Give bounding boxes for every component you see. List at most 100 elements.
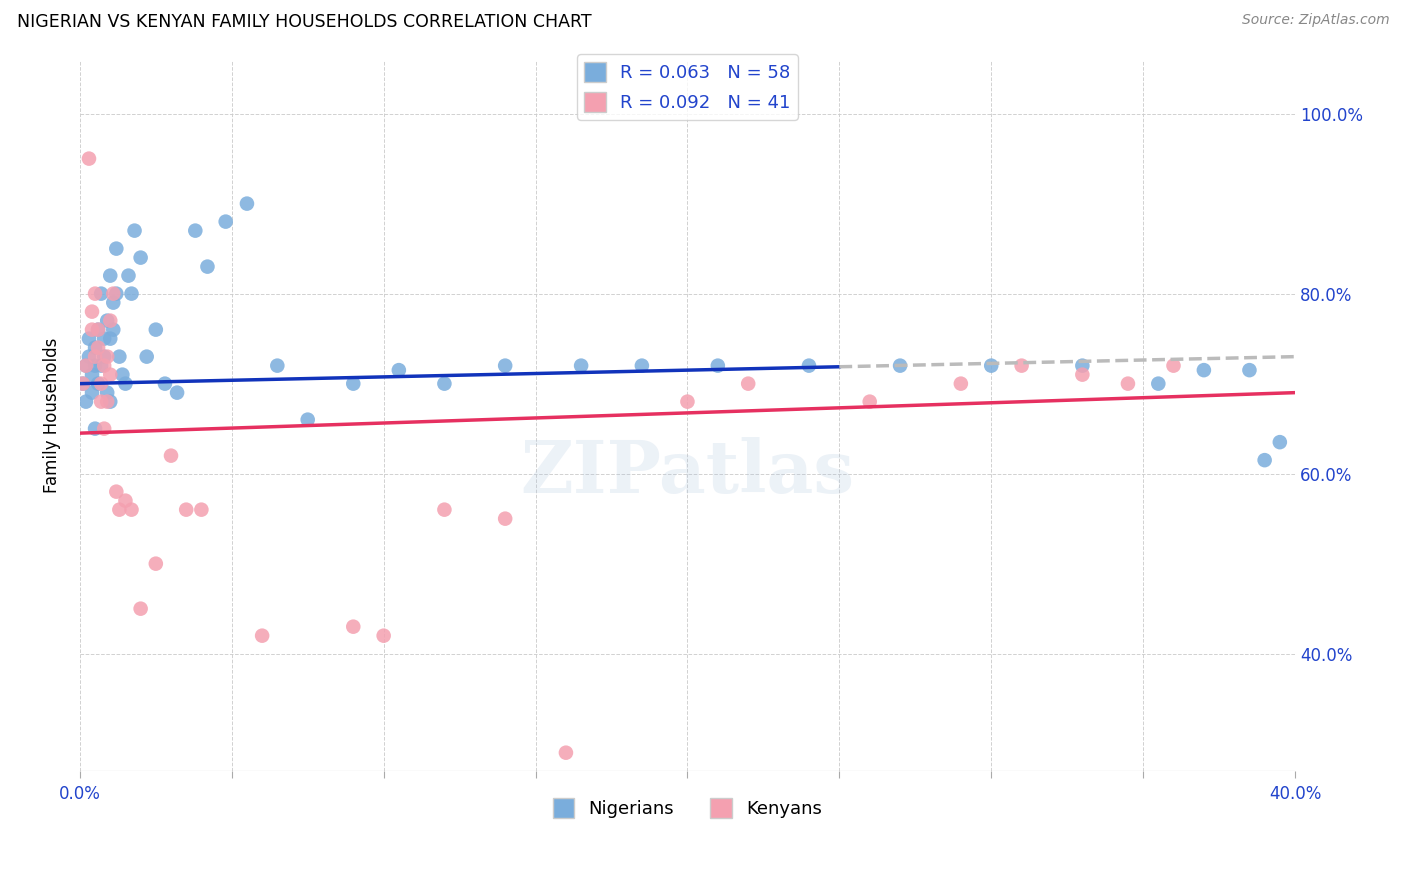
Point (676, 394, 699, 409)
Point (105, 286, 128, 301)
Y-axis label: Family Households: Family Households (44, 337, 60, 493)
Point (96, 313, 118, 327)
Point (166, 385, 188, 400)
Point (87, 323, 110, 337)
Point (1116, 376, 1139, 391)
Point (297, 412, 319, 426)
Point (1253, 453, 1275, 467)
Point (117, 268, 139, 283)
Point (80, 368, 103, 382)
Point (105, 484, 128, 499)
Point (75, 394, 97, 409)
Point (77, 332, 100, 346)
Point (160, 449, 183, 463)
Point (96, 350, 118, 364)
Point (1071, 359, 1094, 373)
Point (124, 224, 146, 238)
Point (72, 376, 94, 391)
Point (111, 368, 134, 382)
Point (145, 323, 167, 337)
Point (433, 502, 456, 516)
Point (108, 350, 131, 364)
Text: NIGERIAN VS KENYAN FAMILY HOUSEHOLDS CORRELATION CHART: NIGERIAN VS KENYAN FAMILY HOUSEHOLDS COR… (17, 13, 592, 31)
Point (555, 746, 578, 760)
Point (889, 359, 911, 373)
Point (184, 224, 207, 238)
Point (859, 394, 882, 409)
Point (342, 620, 364, 634)
Point (494, 359, 516, 373)
Point (145, 557, 167, 571)
Point (114, 376, 136, 391)
Point (75, 359, 97, 373)
Point (77, 350, 100, 364)
Point (84, 359, 107, 373)
Point (1239, 363, 1261, 377)
Point (190, 502, 212, 516)
Point (153, 376, 176, 391)
Point (87, 376, 110, 391)
Point (388, 363, 411, 377)
Point (103, 286, 125, 301)
Point (98, 368, 121, 382)
Point (980, 359, 1002, 373)
Point (631, 359, 654, 373)
Point (135, 350, 157, 364)
Point (121, 286, 143, 301)
Point (236, 196, 259, 211)
Point (80, 323, 103, 337)
Point (707, 359, 730, 373)
Point (1071, 368, 1094, 382)
Point (90, 376, 112, 391)
Point (737, 376, 759, 391)
Point (1163, 359, 1185, 373)
Point (114, 493, 136, 508)
Point (84, 350, 107, 364)
Point (93, 359, 115, 373)
Point (87, 323, 110, 337)
Point (87, 341, 110, 355)
Point (215, 214, 238, 228)
Point (84, 341, 107, 355)
Text: Source: ZipAtlas.com: Source: ZipAtlas.com (1241, 13, 1389, 28)
Point (90, 286, 112, 301)
Point (129, 251, 152, 265)
Point (1147, 376, 1170, 391)
Point (108, 502, 131, 516)
Point (569, 359, 592, 373)
Point (80, 385, 103, 400)
Point (80, 304, 103, 318)
Point (75, 359, 97, 373)
Point (93, 332, 115, 346)
Point (103, 323, 125, 337)
Point (77, 152, 100, 166)
Point (98, 313, 121, 327)
Point (174, 502, 197, 516)
Point (98, 268, 121, 283)
Point (96, 394, 118, 409)
Point (1192, 363, 1215, 377)
Point (1268, 435, 1291, 450)
Point (121, 502, 143, 516)
Point (84, 422, 107, 436)
Point (250, 629, 273, 643)
Point (373, 629, 395, 643)
Point (342, 376, 364, 391)
Point (949, 376, 972, 391)
Point (797, 359, 820, 373)
Point (129, 601, 152, 615)
Point (90, 394, 112, 409)
Point (72, 376, 94, 391)
Point (103, 295, 125, 310)
Point (1011, 359, 1033, 373)
Point (266, 359, 288, 373)
Point (197, 260, 219, 274)
Point (90, 359, 112, 373)
Point (84, 286, 107, 301)
Point (93, 350, 115, 364)
Legend: Nigerians, Kenyans: Nigerians, Kenyans (546, 790, 830, 826)
Text: ZIPatlas: ZIPatlas (520, 436, 855, 508)
Point (93, 422, 115, 436)
Point (98, 332, 121, 346)
Point (98, 394, 121, 409)
